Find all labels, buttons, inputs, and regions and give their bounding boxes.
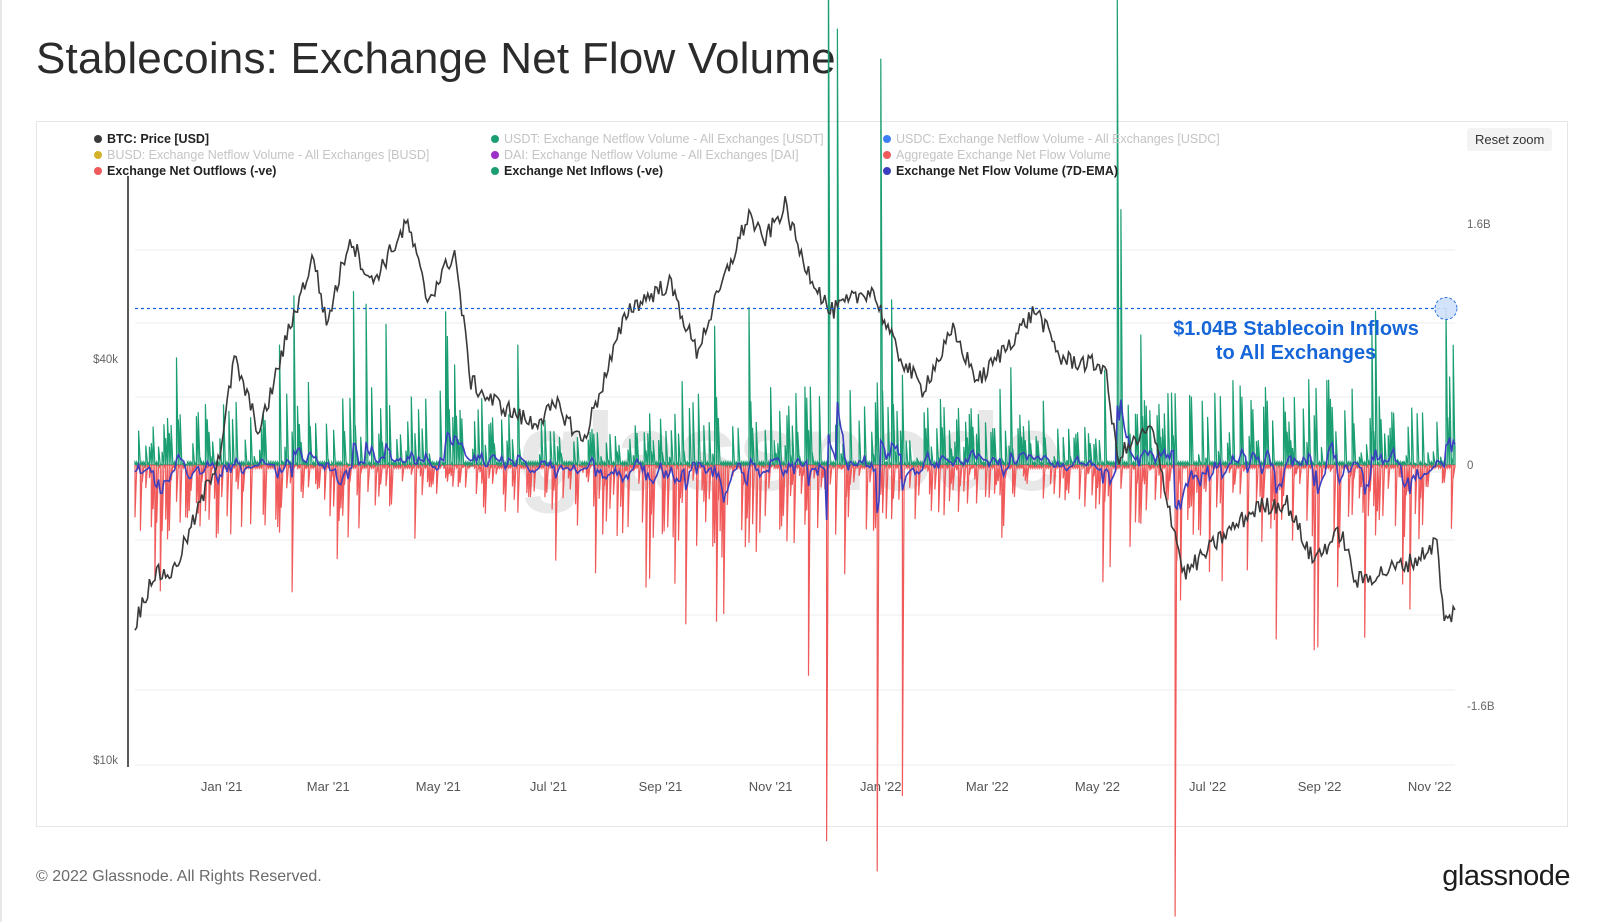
x-tick-label: Jul '21	[530, 779, 567, 794]
legend-item[interactable]: Exchange Net Flow Volume (7D-EMA)	[883, 164, 1118, 178]
legend-label: BUSD: Exchange Netflow Volume - All Exch…	[107, 148, 429, 162]
page-title: Stablecoins: Exchange Net Flow Volume	[36, 34, 836, 83]
legend-item[interactable]: DAI: Exchange Netflow Volume - All Excha…	[491, 148, 799, 162]
y-axis-right: 1.6B0-1.6B-3.2B	[1467, 219, 1495, 713]
legend-label: USDC: Exchange Netflow Volume - All Exch…	[896, 132, 1220, 146]
reset-zoom-button[interactable]: Reset zoom	[1467, 128, 1553, 151]
x-tick-label: Mar '21	[307, 779, 350, 794]
legend-item[interactable]: Aggregate Exchange Net Flow Volume	[883, 148, 1111, 162]
annotation-text-line1: $1.04B Stablecoin Inflows	[1173, 318, 1419, 340]
x-tick-label: Sep '21	[639, 779, 683, 794]
x-tick-label: May '22	[1075, 779, 1120, 794]
legend-dot-icon	[94, 167, 102, 175]
legend-dot-icon	[94, 151, 102, 159]
btc-price-line	[134, 196, 1456, 631]
ema-series	[134, 399, 1456, 521]
x-tick-label: Mar '22	[966, 779, 1009, 794]
legend-label: Exchange Net Flow Volume (7D-EMA)	[896, 164, 1118, 178]
outflows-series	[134, 462, 1456, 917]
legend-item[interactable]: BUSD: Exchange Netflow Volume - All Exch…	[94, 148, 429, 162]
x-tick-label: Sep '22	[1298, 779, 1342, 794]
legend-dot-icon	[883, 135, 891, 143]
y-right-tick-label: 1.6B	[1467, 219, 1491, 231]
legend-dot-icon	[883, 167, 891, 175]
x-axis: Jan '21 Mar '21 May '21 Jul '21 Sep '21 Nov '…	[201, 779, 1452, 794]
legend-item[interactable]: Exchange Net Inflows (-ve)	[491, 164, 663, 178]
y-right-tick-label: 0	[1467, 460, 1473, 472]
x-tick-label: Jul '22	[1189, 779, 1226, 794]
ema-line	[134, 399, 1456, 521]
y-left-tick-label: $40k	[93, 354, 118, 366]
legend-dot-icon	[883, 151, 891, 159]
x-tick-label: Jan '21	[201, 779, 243, 794]
legend-label: Exchange Net Outflows (-ve)	[107, 164, 276, 178]
glassnode-logo: glassnode	[1442, 860, 1570, 892]
legend-label: Aggregate Exchange Net Flow Volume	[896, 148, 1111, 162]
legend-dot-icon	[491, 135, 499, 143]
legend-item[interactable]: BTC: Price [USD]	[94, 132, 209, 146]
footer-copyright: © 2022 Glassnode. All Rights Reserved.	[36, 868, 322, 885]
legend: BTC: Price [USD] USDT: Exchange Netflow V…	[94, 132, 1220, 178]
legend-dot-icon	[94, 135, 102, 143]
outflows-line	[134, 462, 1456, 917]
x-tick-label: Nov '22	[1408, 779, 1452, 794]
y-right-tick-label: -1.6B	[1467, 701, 1495, 713]
chart-frame	[36, 121, 1568, 827]
legend-label: BTC: Price [USD]	[107, 132, 209, 146]
btc-price-series	[134, 196, 1456, 631]
y-axis-left: $40k $10k	[93, 354, 118, 767]
legend-item[interactable]: Exchange Net Outflows (-ve)	[94, 164, 276, 178]
annotation-marker	[1434, 296, 1458, 320]
x-tick-label: Jan '22	[860, 779, 902, 794]
x-tick-label: Nov '21	[749, 779, 793, 794]
legend-label: DAI: Exchange Netflow Volume - All Excha…	[504, 148, 799, 162]
legend-item[interactable]: USDC: Exchange Netflow Volume - All Exch…	[883, 132, 1220, 146]
y-left-tick-label: $10k	[93, 755, 118, 767]
annotation-text-line2: to All Exchanges	[1216, 342, 1376, 364]
x-tick-label: May '21	[416, 779, 461, 794]
legend-label: USDT: Exchange Netflow Volume - All Exch…	[504, 132, 824, 146]
page-left-border	[0, 0, 2, 922]
legend-item[interactable]: USDT: Exchange Netflow Volume - All Exch…	[491, 132, 824, 146]
legend-dot-icon	[491, 167, 499, 175]
legend-label: Exchange Net Inflows (-ve)	[504, 164, 663, 178]
legend-dot-icon	[491, 151, 499, 159]
